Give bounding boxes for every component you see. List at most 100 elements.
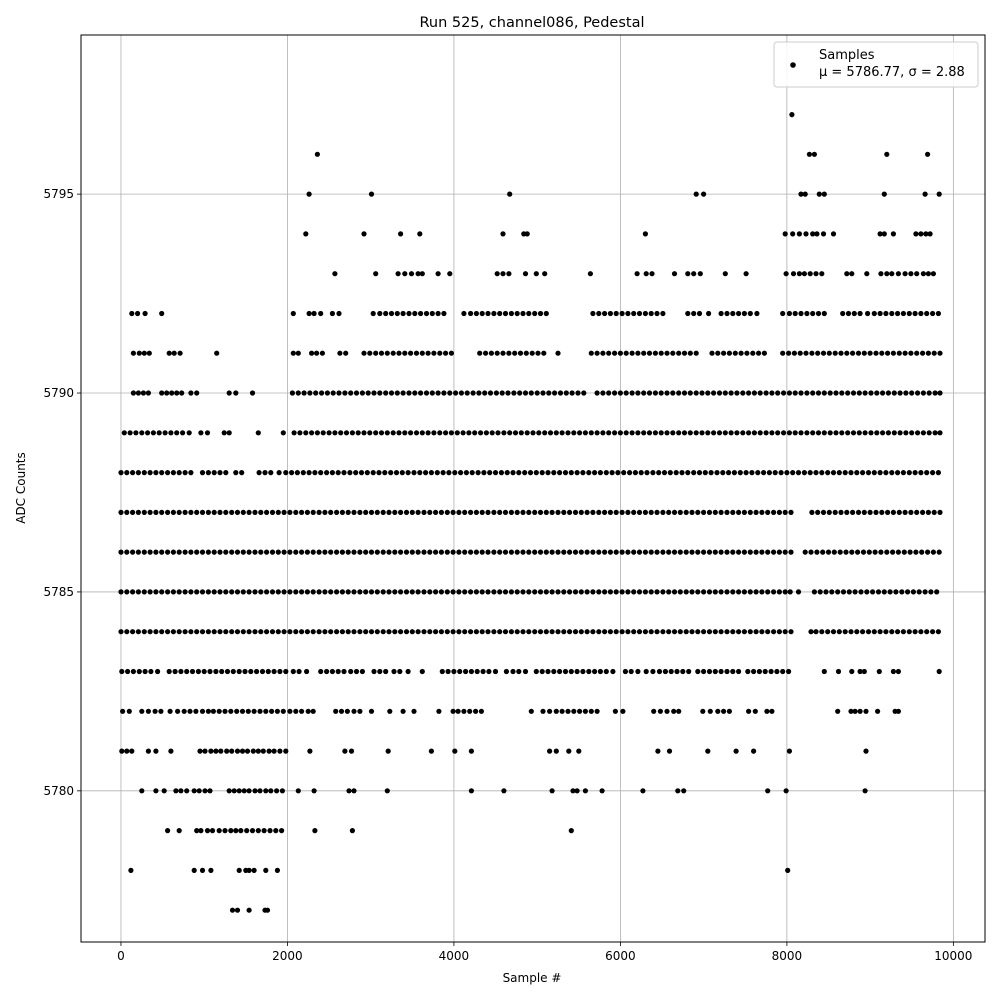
data-point xyxy=(135,549,141,555)
data-point xyxy=(507,191,513,197)
data-point xyxy=(815,430,822,436)
data-point xyxy=(329,470,335,476)
data-point xyxy=(693,350,699,356)
data-point xyxy=(283,470,289,476)
data-point xyxy=(533,271,539,277)
data-point xyxy=(166,668,172,675)
data-point xyxy=(211,629,217,635)
data-point xyxy=(695,509,701,515)
data-point xyxy=(842,629,848,635)
data-point xyxy=(224,748,230,754)
data-point xyxy=(417,231,423,237)
data-point xyxy=(388,470,394,476)
data-point xyxy=(574,788,580,794)
data-point xyxy=(197,748,203,754)
x-tick-label: 0 xyxy=(117,949,125,963)
data-point xyxy=(454,430,460,436)
data-point xyxy=(764,708,770,714)
data-point xyxy=(336,310,342,317)
data-point xyxy=(204,828,211,834)
data-point xyxy=(359,668,365,675)
data-point xyxy=(141,589,147,595)
data-point xyxy=(130,629,136,635)
data-point xyxy=(759,629,765,635)
data-point xyxy=(613,549,619,555)
data-point xyxy=(332,430,338,436)
data-point xyxy=(300,470,306,476)
data-point xyxy=(687,390,693,396)
data-point xyxy=(413,350,420,356)
data-point xyxy=(246,788,252,794)
data-point xyxy=(239,470,245,476)
data-point xyxy=(434,470,440,476)
data-point xyxy=(217,470,223,476)
data-point xyxy=(912,310,918,317)
data-point xyxy=(900,470,907,476)
data-point xyxy=(801,470,808,476)
data-point xyxy=(606,390,612,396)
data-point xyxy=(780,310,786,317)
data-point xyxy=(895,470,901,476)
data-point xyxy=(240,509,246,515)
data-point xyxy=(222,828,228,834)
data-point xyxy=(335,470,341,476)
data-point xyxy=(269,509,276,515)
data-point xyxy=(671,629,678,635)
data-point xyxy=(448,350,454,356)
data-point xyxy=(456,589,462,595)
data-point xyxy=(855,549,861,555)
data-point xyxy=(813,470,819,476)
data-point xyxy=(555,509,561,515)
data-point xyxy=(516,470,522,476)
data-point xyxy=(625,549,631,555)
data-point xyxy=(468,668,474,675)
data-point xyxy=(936,549,942,555)
data-point xyxy=(139,430,145,436)
data-point xyxy=(334,509,340,515)
data-point xyxy=(740,390,746,396)
data-point xyxy=(930,629,936,635)
data-point xyxy=(621,470,627,476)
data-point xyxy=(388,310,395,317)
data-point xyxy=(689,549,695,555)
data-point xyxy=(443,350,449,356)
data-point xyxy=(895,629,901,635)
data-point xyxy=(316,549,322,555)
data-point xyxy=(820,350,827,356)
data-point xyxy=(396,350,402,356)
data-point xyxy=(342,748,348,754)
data-point xyxy=(832,509,838,515)
data-point xyxy=(712,668,718,675)
data-point xyxy=(311,788,317,794)
data-point xyxy=(277,748,283,754)
data-point xyxy=(832,350,838,356)
data-point xyxy=(418,310,424,317)
data-point xyxy=(136,668,142,675)
data-point xyxy=(358,470,365,476)
data-point xyxy=(153,788,159,794)
data-point xyxy=(789,112,795,118)
data-point xyxy=(930,470,936,476)
data-point xyxy=(623,350,629,356)
data-point xyxy=(475,470,481,476)
data-point xyxy=(693,430,699,436)
data-point xyxy=(479,509,485,515)
data-point xyxy=(485,549,491,555)
data-point xyxy=(283,748,289,754)
data-point xyxy=(596,310,602,317)
data-point xyxy=(537,310,544,317)
data-point xyxy=(409,589,415,595)
data-point xyxy=(384,350,390,356)
data-point xyxy=(514,509,520,515)
data-point xyxy=(702,470,708,476)
data-point xyxy=(312,828,318,834)
data-point xyxy=(582,430,589,436)
data-point xyxy=(299,509,305,515)
data-point xyxy=(891,390,897,396)
data-point xyxy=(447,271,453,277)
data-point xyxy=(906,629,912,635)
data-point xyxy=(211,470,217,476)
data-point xyxy=(520,629,526,635)
data-point xyxy=(664,350,670,356)
